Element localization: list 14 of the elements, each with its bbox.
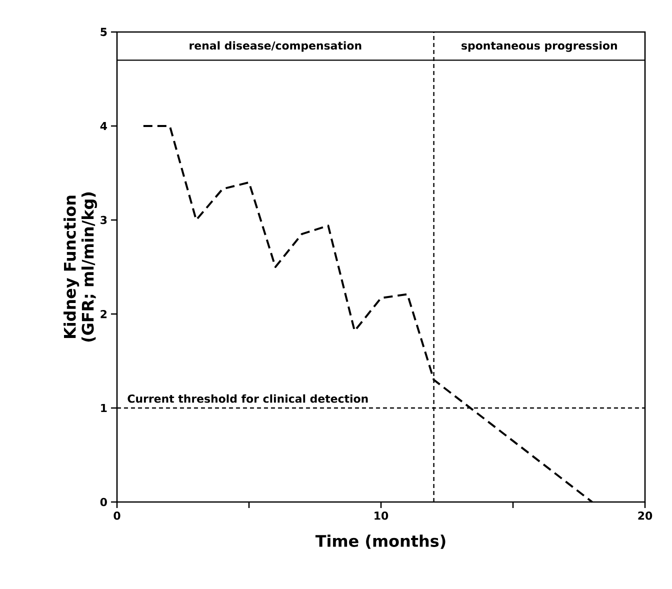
ref-line-label: Current threshold for clinical detection xyxy=(128,394,368,403)
annotation: spontaneous progression xyxy=(462,41,617,52)
x-tick-label: 0 xyxy=(114,512,120,520)
y-tick-label: 3 xyxy=(100,216,107,224)
y-tick-label: 5 xyxy=(100,28,107,36)
y-axis-title: Kidney Function (GFR; ml/min/kg) xyxy=(64,192,98,342)
y-tick-label: 4 xyxy=(100,122,107,130)
x-tick-label: 10 xyxy=(374,512,388,520)
y-tick-label: 1 xyxy=(101,404,107,412)
x-axis-title: Time (months) xyxy=(315,534,446,549)
y-tick-label: 2 xyxy=(100,310,107,318)
x-tick-label: 20 xyxy=(638,512,652,520)
y-tick-label: 0 xyxy=(100,498,107,506)
annotation: renal disease/compensation xyxy=(190,41,362,52)
